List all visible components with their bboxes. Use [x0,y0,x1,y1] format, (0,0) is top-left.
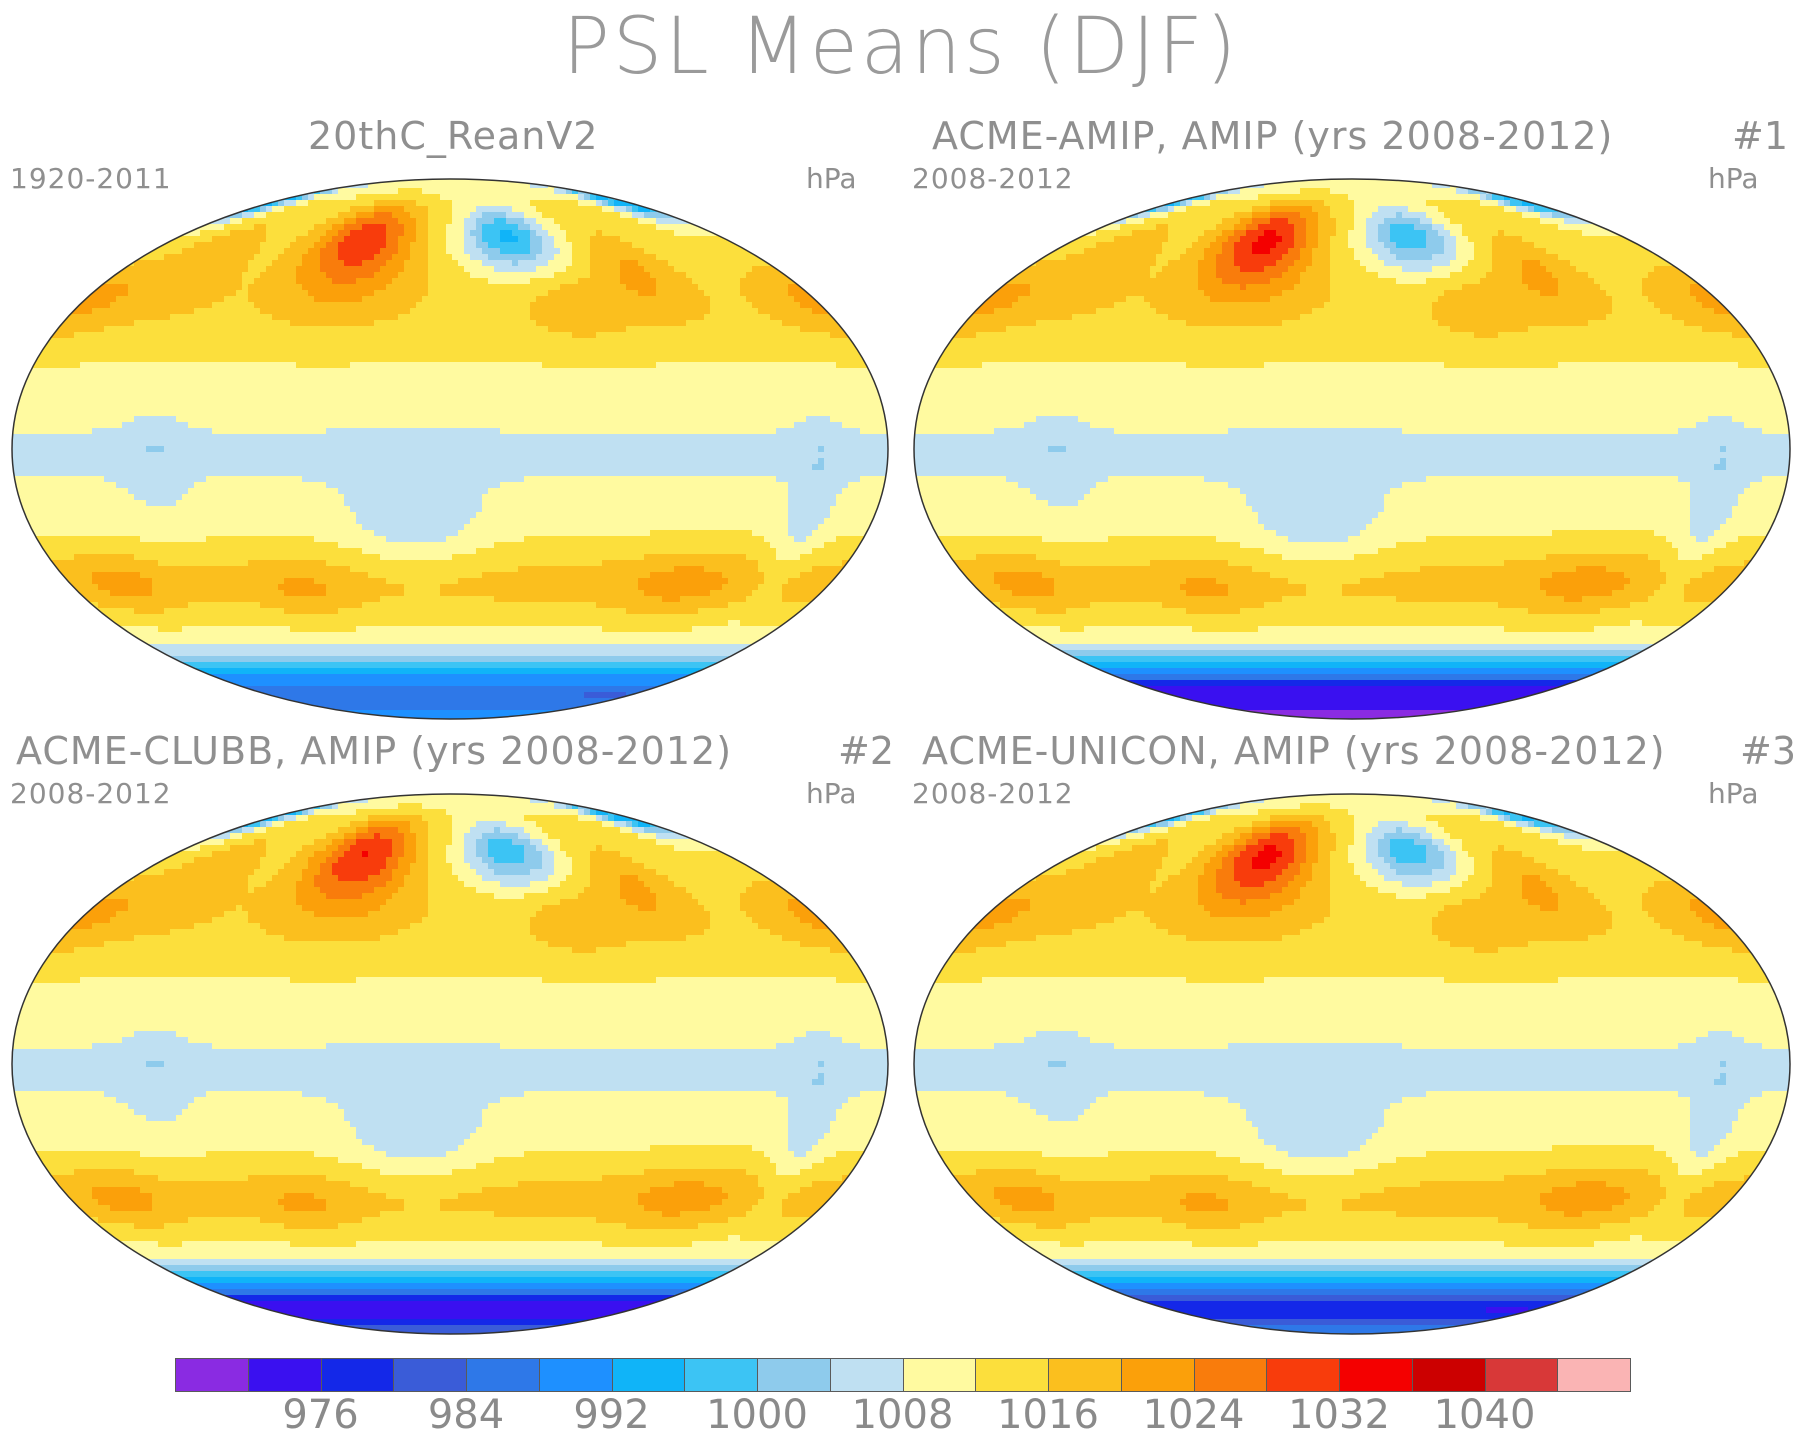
colorbar-tick-label: 1040 [1434,1392,1536,1438]
panel-title: ACME-CLUBB, AMIP (yrs 2008-2012) [16,729,732,773]
colorbar-swatch [1339,1358,1413,1392]
panel-years: 2008-2012 [10,777,172,810]
map-panel-1: 20thC_ReanV2 1920-2011 hPa [0,114,900,724]
colorbar-swatch [1193,1358,1267,1392]
pressure-map [11,793,889,1335]
colorbar-tick-label: 984 [428,1392,504,1438]
colorbar-swatch [611,1358,685,1392]
panel-units: hPa [806,162,857,195]
pressure-field [914,794,1790,1334]
colorbar-swatch [538,1358,612,1392]
map-panel-3: ACME-CLUBB, AMIP (yrs 2008-2012) #2 2008… [0,729,900,1339]
colorbar-tick-label: 976 [282,1392,358,1438]
colorbar-swatch [466,1358,540,1392]
pressure-field [12,179,888,719]
panel-units: hPa [1708,777,1759,810]
panel-years: 2008-2012 [912,162,1074,195]
colorbar-swatch [175,1358,249,1392]
figure-title: PSL Means (DJF) [0,2,1802,92]
panel-title: 20thC_ReanV2 [308,114,599,158]
panel-title: ACME-UNICON, AMIP (yrs 2008-2012) [922,729,1666,773]
panel-years: 2008-2012 [912,777,1074,810]
colorbar-swatch [1484,1358,1558,1392]
colorbar-swatch [1411,1358,1485,1392]
pressure-map [11,178,889,720]
map-panel-2: ACME-AMIP, AMIP (yrs 2008-2012) #1 2008-… [902,114,1802,724]
colorbar-tick-label: 992 [573,1392,649,1438]
pressure-map [913,793,1791,1335]
panel-years: 1920-2011 [10,162,172,195]
colorbar-tick-label: 1032 [1288,1392,1390,1438]
panel-number: #1 [1732,114,1788,158]
colorbar-swatch [247,1358,321,1392]
colorbar-swatch [1266,1358,1340,1392]
pressure-map [913,178,1791,720]
colorbar-swatch [393,1358,467,1392]
map-border [913,178,1791,720]
map-border [11,178,889,720]
colorbar-swatch [757,1358,831,1392]
map-border [11,793,889,1335]
panel-units: hPa [806,777,857,810]
panel-units: hPa [1708,162,1759,195]
colorbar-swatch [1557,1358,1631,1392]
colorbar [175,1358,1631,1392]
map-panel-4: ACME-UNICON, AMIP (yrs 2008-2012) #3 200… [902,729,1802,1339]
colorbar-tick-label: 1016 [997,1392,1099,1438]
colorbar-swatch [1048,1358,1122,1392]
colorbar-swatch [829,1358,903,1392]
pressure-field [12,794,888,1334]
colorbar-swatch [1120,1358,1194,1392]
panel-number: #3 [1740,729,1796,773]
colorbar-swatch [902,1358,976,1392]
colorbar-swatch [684,1358,758,1392]
colorbar-tick-label: 1024 [1143,1392,1245,1438]
colorbar-swatch [975,1358,1049,1392]
colorbar-tick-label: 1008 [852,1392,954,1438]
panel-title: ACME-AMIP, AMIP (yrs 2008-2012) [932,114,1613,158]
colorbar-tick-label: 1000 [706,1392,808,1438]
pressure-field [914,179,1790,719]
map-border [913,793,1791,1335]
colorbar-swatch [320,1358,394,1392]
panel-number: #2 [838,729,894,773]
